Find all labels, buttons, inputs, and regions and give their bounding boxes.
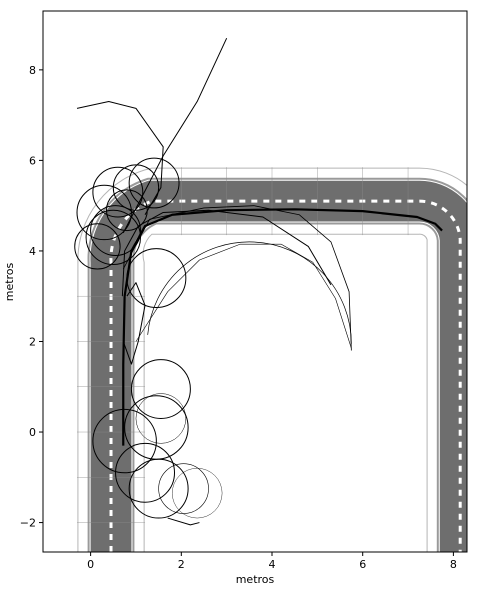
- x-tick-label: 2: [178, 558, 185, 571]
- plot-frame: [42, 10, 468, 553]
- trajectory-loop-15: [128, 157, 180, 209]
- y-tick-label: −2: [20, 517, 36, 530]
- y-tick-label: 0: [29, 426, 36, 439]
- trajectory-loop-8: [90, 205, 141, 256]
- road-outer-line: [77, 167, 467, 552]
- y-axis-label: metros: [3, 262, 16, 301]
- trajectory-loop-16: [126, 248, 187, 309]
- trajectory-loop-10: [92, 166, 144, 218]
- y-tick-label: 6: [29, 154, 36, 167]
- trajectory-loop-14: [105, 189, 148, 232]
- trajectory-loop-24: [172, 468, 223, 519]
- trajectory-line-3: [135, 243, 352, 349]
- y-axis-ticks: −2 0 2 4 6 8: [20, 64, 43, 530]
- trajectory-loop-20: [92, 408, 157, 474]
- y-tick-label: 2: [29, 335, 36, 348]
- trajectory-loop-23: [158, 463, 209, 514]
- trajectory-loop-21: [115, 442, 176, 503]
- x-tick-label: 6: [359, 558, 366, 571]
- road-track: [77, 167, 467, 552]
- road-surface: [90, 180, 467, 552]
- trajectory-line-2: [122, 205, 352, 351]
- x-axis-label: metros: [236, 573, 275, 586]
- trajectory-loop-17: [130, 359, 191, 419]
- trajectory-loop-22: [128, 458, 189, 519]
- y-tick-label: 8: [29, 64, 36, 77]
- x-tick-label: 8: [450, 558, 457, 571]
- trajectory-arc-25: [147, 241, 352, 344]
- trajectory-loop-19: [135, 393, 187, 444]
- trajectory-line-7: [167, 517, 200, 526]
- x-tick-label: 4: [269, 558, 276, 571]
- x-tick-label: 0: [87, 558, 94, 571]
- trajectory-loop-11: [85, 209, 141, 266]
- y-tick-label: 4: [29, 245, 36, 258]
- trajectory-loop-13: [74, 223, 121, 270]
- trajectory-line-0: [122, 37, 228, 234]
- x-axis-ticks: 0 2 4 6 8: [87, 552, 457, 571]
- trajectory-loop-12: [112, 164, 160, 211]
- trajectory-line-5: [122, 282, 146, 365]
- road-inner-line: [142, 233, 428, 552]
- trajectory-line-4: [122, 208, 443, 446]
- trajectory-series: [74, 37, 443, 526]
